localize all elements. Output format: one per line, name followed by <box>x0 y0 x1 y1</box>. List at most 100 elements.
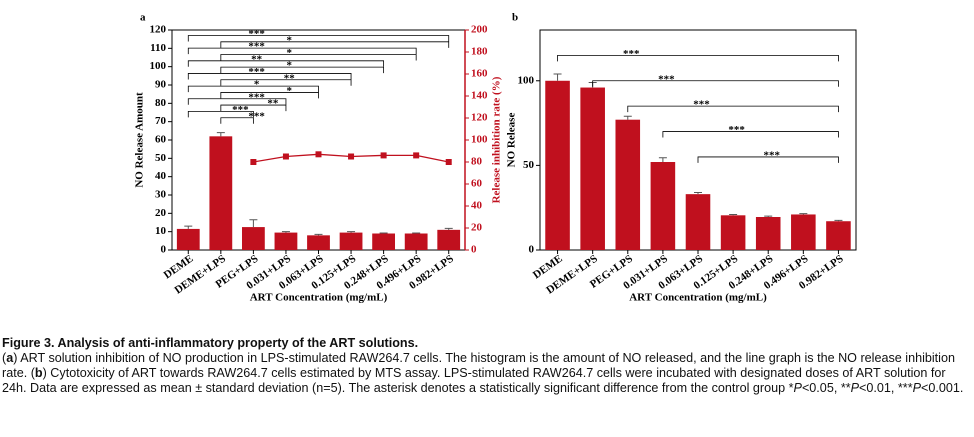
significance-label: *** <box>693 99 710 111</box>
y-axis-label: NO Release <box>506 113 518 168</box>
error-bar <box>444 227 453 230</box>
line-marker <box>348 153 355 160</box>
y-axis-label: NO Release Amount <box>134 92 146 188</box>
text: P <box>850 381 860 395</box>
bar <box>241 227 265 250</box>
error-bar <box>412 232 421 234</box>
significance-bracket <box>220 79 352 86</box>
y-tick-label: 40 <box>155 170 167 182</box>
y2-tick-label: 140 <box>471 90 488 102</box>
significance-label: * <box>286 60 292 72</box>
significance-label: ** <box>251 53 263 65</box>
bar <box>720 215 746 250</box>
significance-label: *** <box>623 48 640 60</box>
y2-axis-label: Release inhibition rate (%) <box>491 76 503 203</box>
panel-label: a <box>140 12 146 24</box>
figure: a 0 10 20 30 40 50 60 70 80 90 100 110 120 NO Release … <box>134 12 857 304</box>
y2-tick-label: 40 <box>471 200 483 212</box>
significance-label: * <box>286 47 292 59</box>
bar <box>615 119 641 250</box>
text: b <box>34 366 43 380</box>
significance-bracket <box>220 41 450 48</box>
bar <box>176 228 200 250</box>
text: ) ART solution inhibition of NO producti… <box>2 351 955 380</box>
significance-bracket <box>187 98 287 105</box>
y-tick-label: 50 <box>155 152 167 164</box>
significance-bracket <box>557 54 839 62</box>
y2-tick-label: 100 <box>471 134 488 146</box>
y2-tick-label: 120 <box>471 112 488 124</box>
significance-label: *** <box>248 91 265 103</box>
bar <box>545 80 570 251</box>
significance-bracket <box>220 117 254 124</box>
significance-bracket <box>220 66 385 74</box>
significance-label: *** <box>658 73 675 85</box>
panel-label: b <box>512 12 518 24</box>
y2-tick-label: 180 <box>471 46 488 58</box>
significance-bracket <box>187 111 254 118</box>
y-tick-label: 110 <box>150 42 166 54</box>
text: ( <box>2 351 7 365</box>
significance-label: * <box>286 34 292 46</box>
significance-bracket <box>220 92 319 99</box>
error-bar <box>347 231 356 233</box>
significance-label: ** <box>267 98 279 110</box>
bar <box>437 229 461 250</box>
line-marker <box>282 153 289 160</box>
error-bar <box>216 132 225 137</box>
significance-label: *** <box>248 41 265 53</box>
bar <box>404 233 428 250</box>
bar <box>307 235 330 250</box>
bar <box>791 214 816 250</box>
error-bar <box>184 225 193 229</box>
y-tick-label: 60 <box>155 134 167 146</box>
y2-tick-label: 60 <box>471 178 483 190</box>
significance-bracket <box>187 60 385 67</box>
error-bar <box>834 219 843 222</box>
y2-tick-label: 200 <box>471 24 488 36</box>
y-tick-label: 80 <box>155 97 167 109</box>
error-bar <box>729 213 738 216</box>
significance-bracket <box>187 47 417 55</box>
bar <box>650 162 676 250</box>
significance-bracket <box>187 73 352 80</box>
caption: Figure 3. Analysis of anti-inflammatory … <box>2 336 972 396</box>
significance-label: *** <box>763 149 780 161</box>
significance-label: * <box>286 85 292 97</box>
text: <0.001. <box>921 381 964 395</box>
y-tick-label: 100 <box>518 74 535 86</box>
y-tick-label: 120 <box>150 24 167 36</box>
line-marker <box>413 152 420 159</box>
text: P <box>793 381 802 395</box>
y-tick-label: 90 <box>155 79 167 91</box>
bar <box>580 87 605 251</box>
x-axis-label: ART Concentration (mg/mL) <box>629 292 767 304</box>
error-bar <box>281 231 290 233</box>
line-marker <box>380 152 387 159</box>
bar <box>372 233 396 250</box>
significance-label: *** <box>248 66 265 78</box>
y-tick-label: 0 <box>161 244 167 256</box>
bar <box>339 232 363 250</box>
text: ) Cytotoxicity of ART towards RAW264.7 c… <box>2 366 946 395</box>
error-bar <box>314 233 323 236</box>
significance-label: *** <box>728 124 745 136</box>
text: a <box>6 351 14 365</box>
line-marker <box>445 159 452 165</box>
y2-tick-label: 20 <box>471 222 483 234</box>
text: <0.01, *** <box>859 381 913 395</box>
y2-tick-label: 160 <box>471 68 488 80</box>
caption-title: Figure 3. Analysis of anti-inflammatory … <box>2 336 419 350</box>
bar <box>685 194 711 250</box>
text: <0.05, ** <box>801 381 851 395</box>
bar <box>755 217 781 250</box>
significance-bracket <box>220 54 417 61</box>
error-bar <box>694 191 702 195</box>
y2-tick-label: 80 <box>471 156 483 168</box>
y-tick-label: 70 <box>155 115 167 127</box>
text: P <box>912 381 922 395</box>
y2-tick-label: 0 <box>471 244 477 256</box>
significance-bracket <box>697 156 839 163</box>
significance-bracket <box>627 105 839 113</box>
significance-label: * <box>254 79 260 91</box>
